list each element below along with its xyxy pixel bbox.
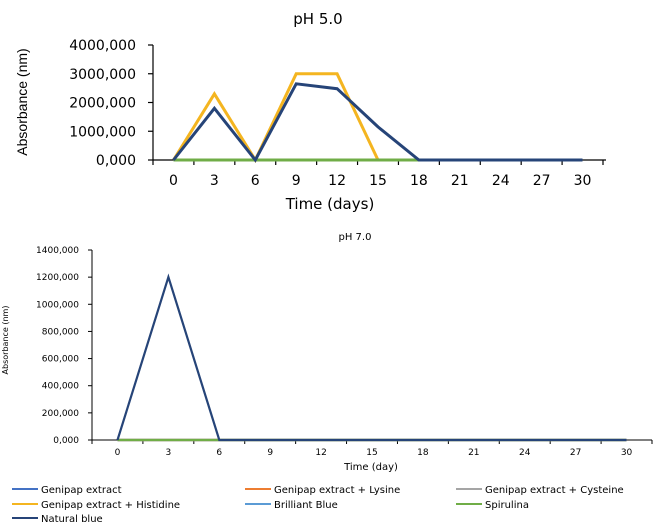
chart2-x-tick-label: 3 — [165, 448, 171, 458]
chart2-x-tick-label: 0 — [115, 448, 121, 458]
chart1-y-tick-label: 0,000 — [96, 153, 136, 169]
chart2-tick-labels: 0,000 200,000 400,000 600,000 800,000 1000,00… — [36, 246, 632, 458]
chart1-x-tick-label: 30 — [574, 173, 592, 189]
chart2-y-tick-label: 0,000 — [53, 436, 79, 446]
chart1-y-tick-label: 3000,000 — [69, 67, 136, 83]
chart2-x-tick-label: 27 — [570, 448, 581, 458]
chart1-x-tick-label: 12 — [328, 173, 346, 189]
chart1-y-tick-label: 1000,000 — [69, 124, 136, 140]
chart1-y-axis-title: Absorbance (nm) — [14, 48, 30, 155]
legend-label-5: Brilliant Blue — [274, 500, 338, 511]
chart1-y-tick-label: 2000,000 — [69, 96, 136, 112]
chart1-x-tick-label: 3 — [210, 173, 219, 189]
chart2-x-axis-title: Time (day) — [343, 462, 398, 473]
chart1-x-tick-label: 24 — [492, 173, 510, 189]
chart2-series-group — [116, 273, 627, 442]
chart2-x-tick-label: 15 — [366, 448, 377, 458]
chart1-x-tick-label: 0 — [169, 173, 178, 189]
chart2-y-tick-label: 800,000 — [42, 327, 79, 337]
chart1-y-tick-label: 4000,000 — [69, 38, 136, 54]
legend-label-3: Genipap extract + Cysteine — [485, 485, 624, 496]
chart1-title: pH 5.0 — [293, 10, 342, 28]
chart2-series-line-7 — [116, 273, 627, 442]
legend-label-4: Genipap extract + Histidine — [41, 500, 180, 511]
chart1-series-group — [172, 72, 583, 164]
chart2-axes — [88, 249, 653, 444]
chart1-x-tick-label: 18 — [410, 173, 428, 189]
chart1-x-tick-label: 15 — [369, 173, 387, 189]
chart1-x-tick-label: 21 — [451, 173, 469, 189]
legend-label-7: Natural blue — [41, 514, 103, 525]
chart1-x-axis-title: Time (days) — [285, 195, 375, 213]
chart2-title: pH 7.0 — [339, 232, 372, 243]
chart2-x-tick-label: 12 — [315, 448, 326, 458]
chart2-x-tick-label: 6 — [216, 448, 222, 458]
chart2-y-tick-label: 200,000 — [42, 409, 79, 419]
chart1-x-tick-label: 9 — [292, 173, 301, 189]
chart1-x-tick-label: 6 — [251, 173, 260, 189]
chart2-y-tick-label: 600,000 — [42, 355, 79, 365]
legend-label-6: Spirulina — [485, 500, 529, 511]
legend-label-1: Genipap extract — [41, 485, 122, 496]
legend-label-2: Genipap extract + Lysine — [274, 485, 400, 496]
legend: Genipap extract Genipap extract + Lysine G… — [12, 485, 624, 525]
chart2-x-tick-label: 30 — [621, 448, 633, 458]
chart2-x-tick-label: 9 — [267, 448, 273, 458]
chart2-y-tick-label: 400,000 — [42, 382, 79, 392]
chart1-x-tick-label: 27 — [533, 173, 551, 189]
chart2-x-tick-label: 24 — [519, 448, 531, 458]
chart2-y-tick-label: 1200,000 — [36, 273, 79, 283]
chart2-x-tick-label: 18 — [417, 448, 429, 458]
chart2-y-tick-label: 1000,000 — [36, 300, 79, 310]
chart1-axes — [148, 44, 606, 165]
chart1-series-line-4 — [172, 72, 583, 164]
chart1-tick-labels: 0,000 1000,000 2000,000 3000,000 4000,000 0 3 6… — [69, 38, 591, 189]
chart1-series-line-7 — [172, 82, 583, 163]
chart2-y-axis-title: Absorbance (nm) — [1, 306, 10, 375]
chart2-x-tick-label: 21 — [468, 448, 479, 458]
chart2-y-tick-label: 1400,000 — [36, 246, 79, 256]
